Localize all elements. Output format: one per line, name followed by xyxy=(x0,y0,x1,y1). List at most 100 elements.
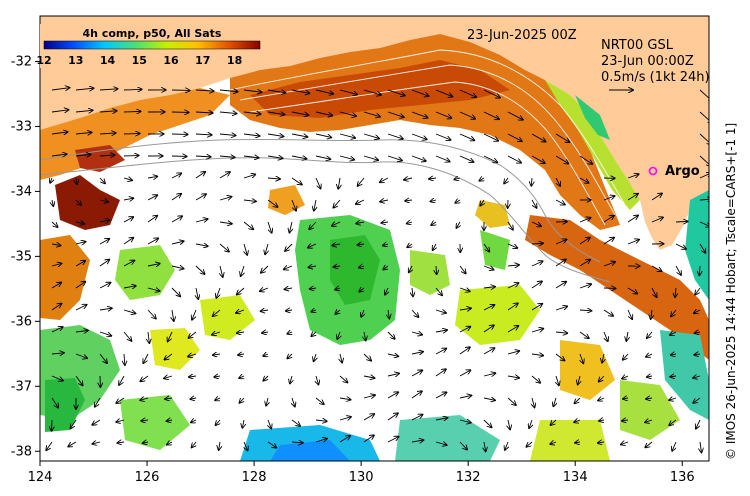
current-vector xyxy=(171,241,184,244)
current-vector xyxy=(238,354,245,355)
current-vector xyxy=(171,287,180,296)
current-vector xyxy=(387,413,398,421)
current-vector xyxy=(99,177,105,183)
current-vector xyxy=(215,398,220,400)
current-vectors xyxy=(46,88,709,453)
current-vector xyxy=(383,266,388,270)
y-tick-label: -36 xyxy=(11,314,32,329)
current-vector xyxy=(191,420,196,422)
current-vector xyxy=(219,156,235,157)
current-vector xyxy=(407,222,413,224)
current-vector xyxy=(699,221,709,227)
current-vector xyxy=(99,308,112,310)
current-vector xyxy=(621,442,629,445)
current-vector xyxy=(387,437,399,443)
current-vector xyxy=(411,155,426,161)
current-vector xyxy=(147,238,158,245)
current-vector xyxy=(507,155,521,163)
current-vector xyxy=(435,155,450,161)
current-vector xyxy=(507,351,519,354)
current-vector xyxy=(243,134,260,136)
current-vector xyxy=(459,265,466,273)
current-vector xyxy=(555,199,565,205)
current-vector xyxy=(263,376,268,381)
current-vector xyxy=(289,221,292,232)
current-vector xyxy=(143,442,149,443)
current-vector xyxy=(435,310,446,313)
current-vector xyxy=(219,243,229,252)
current-vector xyxy=(388,309,389,318)
current-vector xyxy=(435,89,452,97)
current-vector xyxy=(411,111,428,118)
current-vector xyxy=(75,282,85,289)
current-vector xyxy=(699,265,700,275)
y-tick-label: -37 xyxy=(11,379,32,394)
current-vector xyxy=(627,215,638,223)
current-vector xyxy=(267,178,280,179)
current-vector xyxy=(172,309,174,321)
current-vector xyxy=(265,243,268,254)
current-vector xyxy=(455,200,460,203)
current-vector xyxy=(219,172,230,179)
sst-field xyxy=(40,34,709,461)
current-vector xyxy=(51,397,58,408)
current-vector xyxy=(699,243,705,253)
x-tick-label: 130 xyxy=(349,470,374,485)
current-vector xyxy=(141,420,149,421)
current-vector xyxy=(192,309,197,320)
current-vector xyxy=(531,221,541,226)
current-vector xyxy=(46,441,53,450)
current-vector xyxy=(645,441,653,447)
current-vector xyxy=(213,309,221,316)
current-vector xyxy=(356,199,365,204)
current-vector xyxy=(599,375,605,382)
current-vector xyxy=(459,420,471,423)
current-vector xyxy=(699,199,709,200)
current-vector xyxy=(243,221,253,229)
current-vector xyxy=(526,441,533,447)
current-vector xyxy=(507,326,518,333)
current-vector xyxy=(459,89,476,97)
current-vector xyxy=(435,111,451,118)
current-vector xyxy=(261,265,269,273)
current-vector xyxy=(380,200,389,202)
current-vector xyxy=(243,174,255,179)
current-vector xyxy=(189,376,197,377)
current-vector xyxy=(387,111,404,117)
current-vector xyxy=(292,397,295,407)
current-vector xyxy=(387,89,405,96)
map-date-title: 23-Jun-2025 00Z xyxy=(467,28,577,43)
current-vector xyxy=(435,442,447,445)
current-vector xyxy=(335,310,340,314)
current-vector xyxy=(243,90,262,92)
current-vector xyxy=(267,90,285,93)
current-vector xyxy=(483,373,495,376)
current-vector xyxy=(627,309,632,319)
current-vector xyxy=(171,266,184,269)
current-vector xyxy=(435,369,446,377)
current-vector xyxy=(291,199,296,211)
current-vector xyxy=(212,332,221,335)
current-vector xyxy=(123,310,135,313)
current-vector xyxy=(332,222,341,226)
current-vector xyxy=(315,439,327,442)
current-vector xyxy=(76,177,77,184)
current-vector xyxy=(675,287,676,297)
current-vector xyxy=(244,441,248,450)
current-vector xyxy=(574,420,581,422)
current-vector xyxy=(412,287,413,296)
x-tick-label: 124 xyxy=(28,470,53,485)
current-vector xyxy=(579,284,591,289)
current-vector xyxy=(459,308,471,310)
current-vector xyxy=(51,132,68,134)
current-vector xyxy=(555,155,569,164)
y-axis: -32 -33 -34 -35 -36 -37 -38 xyxy=(11,54,40,459)
current-vector xyxy=(267,199,278,207)
current-vector xyxy=(99,133,116,134)
current-vector xyxy=(260,288,269,291)
argo-float-marker[interactable] xyxy=(648,166,658,176)
current-vector xyxy=(214,376,221,377)
current-vector xyxy=(429,178,437,179)
current-vector xyxy=(553,397,556,406)
current-vector xyxy=(315,111,332,116)
